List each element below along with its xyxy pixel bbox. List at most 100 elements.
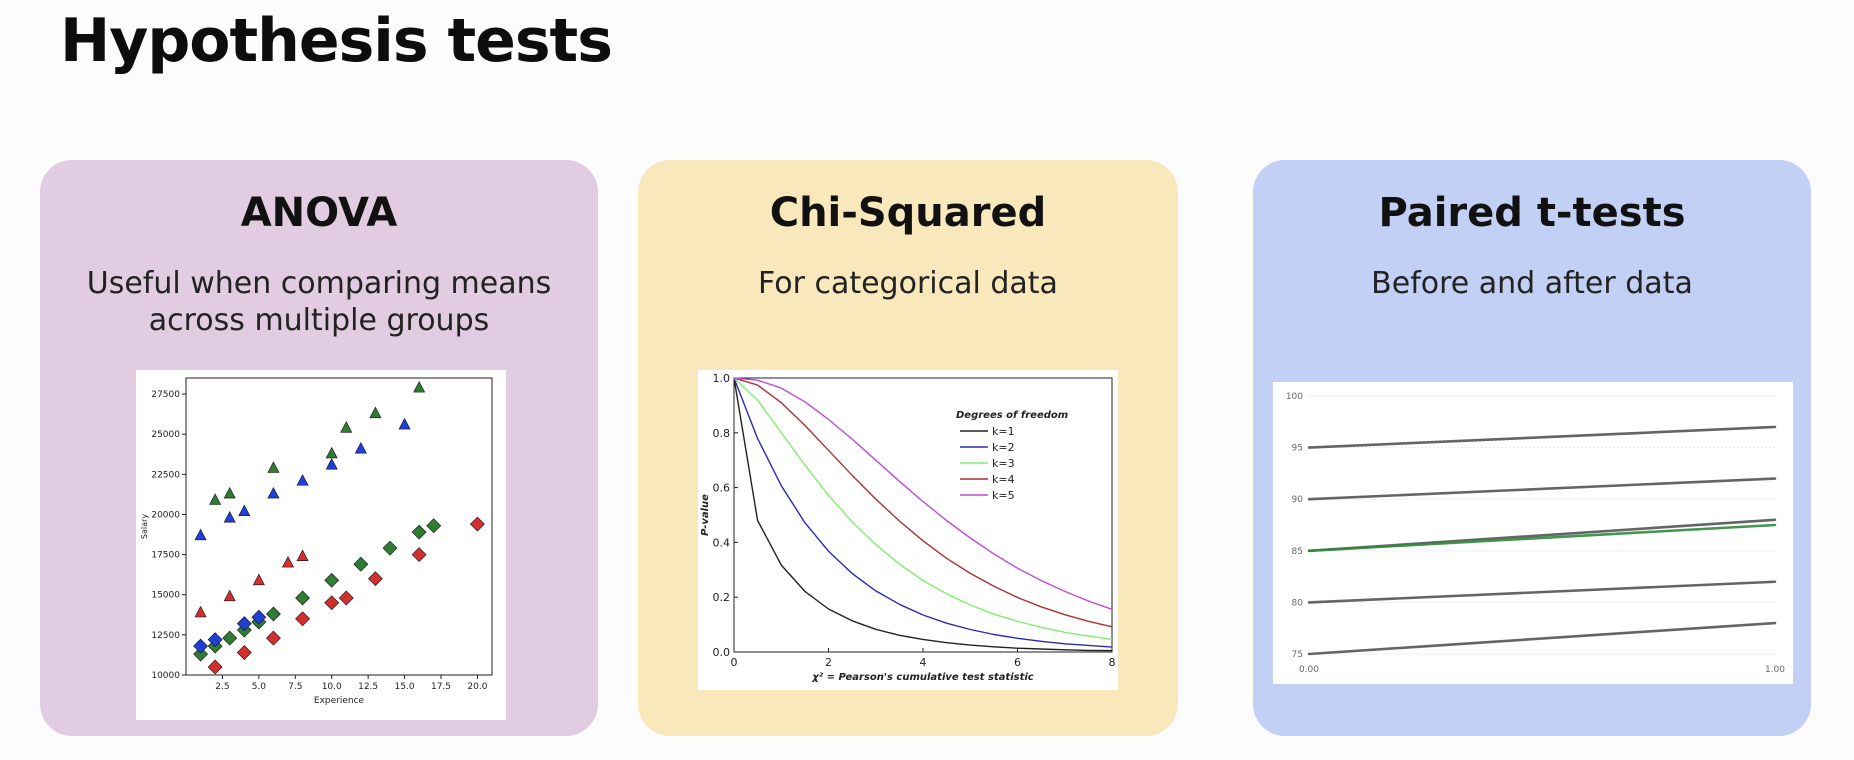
data-point-diamond <box>266 630 281 646</box>
legend-label: k=1 <box>992 425 1015 438</box>
data-point-triangle <box>267 461 280 473</box>
x-tick-label: 1.00 <box>1765 665 1785 675</box>
data-point-triangle <box>398 417 411 430</box>
data-point-triangle <box>369 406 382 419</box>
anova-scatter-svg: 2.5 5.0 7.5 10.0 12.5 15.0 17.5 20.0 10000 12500 1… <box>140 377 493 706</box>
paired-line-plot: 75 80 85 90 95 100 0.00 1.00 <box>1273 382 1793 684</box>
legend-label: k=5 <box>992 489 1015 502</box>
paired-line-3 <box>1307 523 1777 553</box>
chi-squared-line-plot: 0 2 4 6 8 0.0 0.2 0.4 0.6 0.8 1.0 χ² = Pearson's cu… <box>698 370 1118 690</box>
data-point-triangle <box>194 528 207 541</box>
paired-t-tests-card-description: Before and after data <box>1371 266 1693 301</box>
data-point-diamond <box>266 606 281 622</box>
slide-title: Hypothesis tests <box>60 6 613 76</box>
y-tick-label: 1.0 <box>713 372 731 385</box>
series-line-k=2 <box>733 377 1113 648</box>
chi-squared-svg: 0 2 4 6 8 0.0 0.2 0.4 0.6 0.8 1.0 χ² = Pearson's cu… <box>700 372 1116 683</box>
series-line-k=4 <box>733 377 1113 628</box>
legend-label: k=4 <box>992 473 1015 486</box>
y-tick-label: 27500 <box>151 390 180 400</box>
legend-label: k=2 <box>992 441 1015 454</box>
x-tick-label: 17.5 <box>431 682 451 692</box>
data-point-diamond <box>368 571 383 587</box>
y-tick-label: 15000 <box>151 591 180 601</box>
data-point-diamond <box>426 518 442 534</box>
data-point-triangle <box>282 555 294 568</box>
y-tick-label: 100 <box>1286 392 1303 402</box>
x-tick-label: 2 <box>825 656 832 669</box>
y-tick-label: 75 <box>1292 650 1303 660</box>
y-tick-label: 20000 <box>151 510 180 520</box>
legend-title: Degrees of freedom <box>956 410 1068 421</box>
data-point-diamond <box>295 590 310 606</box>
y-tick-label: 80 <box>1292 598 1304 608</box>
y-tick-label: 10000 <box>151 671 180 681</box>
x-axis-label: Experience <box>314 696 365 706</box>
y-tick-label: 0.8 <box>713 427 731 440</box>
x-tick-label: 4 <box>920 656 927 669</box>
x-tick-label: 6 <box>1014 656 1021 669</box>
data-point-diamond <box>411 524 427 540</box>
data-point-diamond <box>236 616 252 632</box>
data-point-diamond <box>470 516 485 532</box>
x-tick-label: 2.5 <box>215 682 229 692</box>
data-point-diamond <box>411 547 427 563</box>
x-tick-label: 0 <box>731 656 738 669</box>
paired-line-1 <box>1307 477 1777 501</box>
anova-scatter-plot: 2.5 5.0 7.5 10.0 12.5 15.0 17.5 20.0 10000 12500 1… <box>136 370 506 720</box>
x-tick-label: 15.0 <box>395 682 415 692</box>
data-point-diamond <box>207 659 223 675</box>
data-point-diamond <box>338 590 354 606</box>
paired-line-4 <box>1307 580 1777 604</box>
anova-card: ANOVA Useful when comparing means across… <box>40 160 598 736</box>
y-tick-label: 0.6 <box>713 482 731 495</box>
data-point-triangle <box>209 493 222 505</box>
paired-line-5 <box>1307 621 1777 656</box>
y-tick-label: 0.0 <box>713 646 731 659</box>
x-tick-label: 20.0 <box>467 682 487 692</box>
data-point-diamond <box>193 646 208 662</box>
y-axis-label: P-value <box>700 494 711 536</box>
chi-squared-card-title: Chi-Squared <box>769 190 1047 236</box>
anova-card-description: Useful when comparing means across multi… <box>86 266 552 338</box>
y-tick-label: 95 <box>1292 444 1303 454</box>
data-point-triangle <box>296 549 309 561</box>
data-point-triangle <box>413 380 426 393</box>
data-point-triangle <box>340 421 353 433</box>
y-tick-label: 0.2 <box>713 591 731 604</box>
x-tick-label: 8 <box>1109 656 1116 669</box>
data-point-triangle <box>223 486 236 499</box>
data-point-triangle <box>325 458 338 470</box>
y-tick-label: 17500 <box>151 551 180 561</box>
data-point-diamond <box>353 556 369 572</box>
data-point-diamond <box>222 630 238 646</box>
data-point-triangle <box>252 573 265 586</box>
data-point-triangle <box>267 486 280 499</box>
data-point-triangle <box>223 589 236 602</box>
x-tick-label: 12.5 <box>358 682 378 692</box>
y-tick-label: 90 <box>1292 495 1304 505</box>
data-point-triangle <box>238 504 251 517</box>
legend-label: k=3 <box>992 457 1015 470</box>
x-axis-label: χ² = Pearson's cumulative test statistic <box>811 672 1034 683</box>
x-tick-label: 5.0 <box>252 682 267 692</box>
data-point-triangle <box>325 446 338 459</box>
series-line-k=3 <box>733 377 1113 641</box>
y-tick-label: 22500 <box>151 470 180 480</box>
y-tick-label: 85 <box>1292 547 1303 557</box>
chi-squared-card-description: For categorical data <box>758 266 1058 301</box>
paired-t-tests-card-title: Paired t-tests <box>1378 190 1686 236</box>
data-point-triangle <box>354 441 367 454</box>
data-point-diamond <box>251 609 267 625</box>
paired-line-0 <box>1307 425 1777 449</box>
anova-card-title: ANOVA <box>240 190 398 236</box>
y-tick-label: 25000 <box>151 430 180 440</box>
data-point-diamond <box>193 638 208 654</box>
x-tick-label: 10.0 <box>322 682 342 692</box>
y-axis-label: Salary <box>140 514 149 539</box>
data-point-diamond <box>382 540 398 556</box>
data-point-diamond <box>324 572 340 588</box>
paired-t-tests-card: Paired t-tests Before and after data 75 8… <box>1253 160 1811 736</box>
series-line-k=1 <box>733 377 1113 652</box>
y-tick-label: 12500 <box>151 631 180 641</box>
